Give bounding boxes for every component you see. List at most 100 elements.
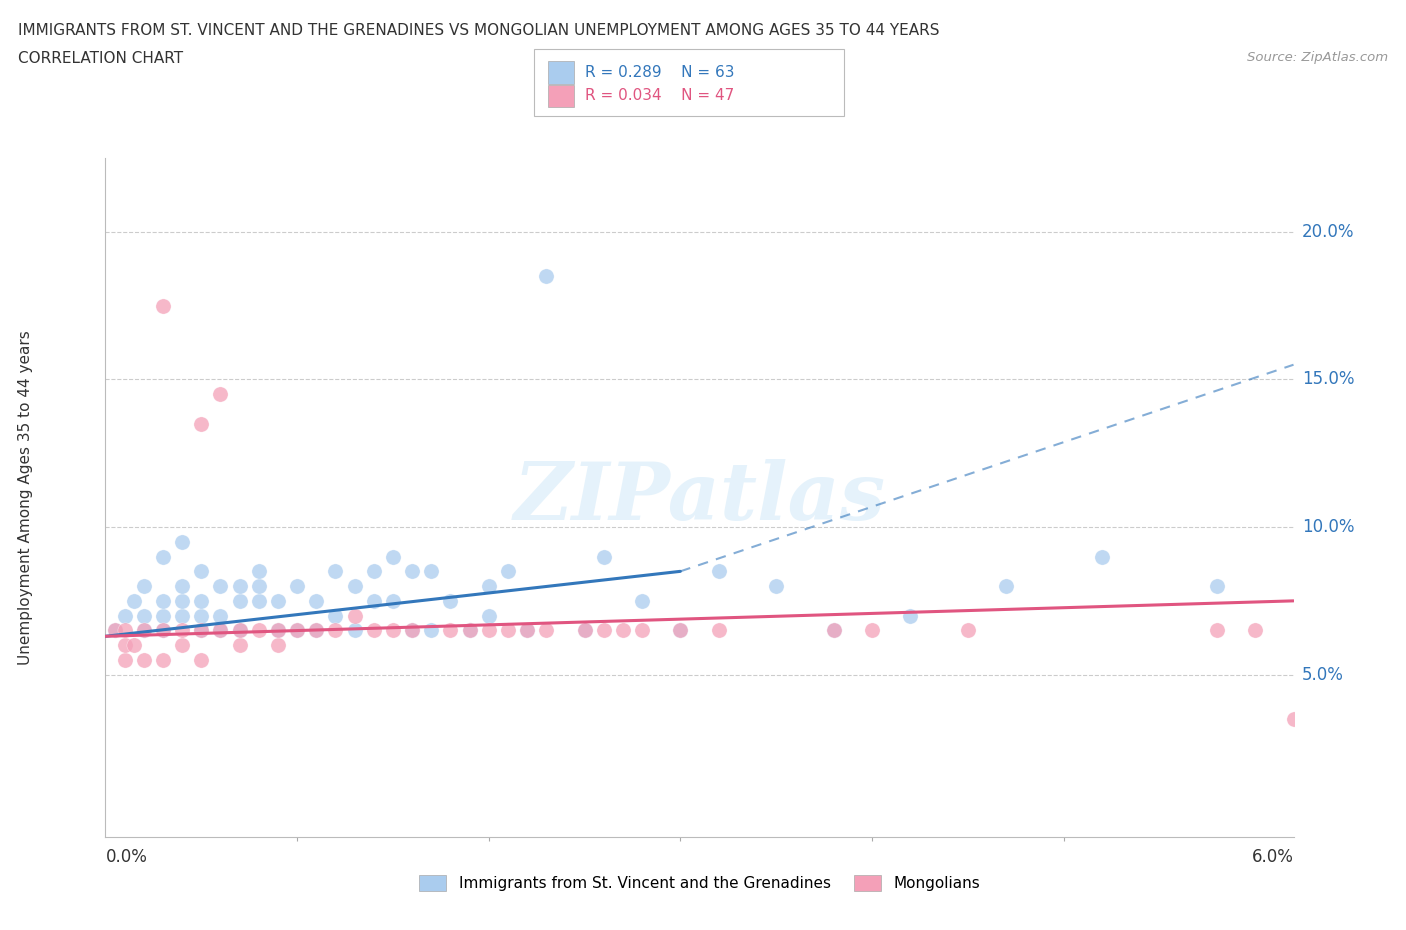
Point bbox=[458, 623, 481, 638]
Point bbox=[267, 638, 290, 653]
Point bbox=[823, 623, 845, 638]
Text: Source: ZipAtlas.com: Source: ZipAtlas.com bbox=[1247, 51, 1388, 64]
Point bbox=[122, 593, 145, 608]
Point bbox=[325, 623, 347, 638]
Point bbox=[478, 623, 501, 638]
Point bbox=[534, 623, 557, 638]
Text: Unemployment Among Ages 35 to 44 years: Unemployment Among Ages 35 to 44 years bbox=[18, 330, 32, 665]
Text: 6.0%: 6.0% bbox=[1251, 848, 1294, 866]
Text: 15.0%: 15.0% bbox=[1302, 370, 1354, 389]
Point bbox=[104, 623, 127, 638]
Point bbox=[1282, 711, 1305, 726]
Point bbox=[631, 623, 654, 638]
Point bbox=[995, 578, 1018, 593]
Point bbox=[285, 578, 308, 593]
Text: R = 0.289    N = 63: R = 0.289 N = 63 bbox=[585, 65, 734, 80]
Point bbox=[458, 623, 481, 638]
Point bbox=[669, 623, 692, 638]
Point bbox=[152, 608, 174, 623]
Point bbox=[898, 608, 921, 623]
Point bbox=[152, 653, 174, 668]
Legend: Immigrants from St. Vincent and the Grenadines, Mongolians: Immigrants from St. Vincent and the Gren… bbox=[413, 869, 986, 897]
Text: 20.0%: 20.0% bbox=[1302, 223, 1354, 241]
Point bbox=[132, 623, 155, 638]
Point bbox=[478, 608, 501, 623]
Point bbox=[305, 623, 328, 638]
Point bbox=[122, 638, 145, 653]
Point bbox=[209, 608, 232, 623]
Point bbox=[285, 623, 308, 638]
Text: 5.0%: 5.0% bbox=[1302, 666, 1344, 684]
Point bbox=[363, 593, 385, 608]
Point bbox=[631, 593, 654, 608]
Point bbox=[228, 623, 250, 638]
Point bbox=[152, 623, 174, 638]
Point bbox=[478, 578, 501, 593]
Point bbox=[439, 593, 461, 608]
Point bbox=[401, 623, 423, 638]
Point bbox=[152, 299, 174, 313]
Point bbox=[247, 593, 270, 608]
Point bbox=[172, 623, 194, 638]
Point bbox=[401, 623, 423, 638]
Text: R = 0.034    N = 47: R = 0.034 N = 47 bbox=[585, 88, 734, 103]
Point bbox=[209, 623, 232, 638]
Point bbox=[228, 638, 250, 653]
Point bbox=[343, 578, 366, 593]
Point bbox=[172, 535, 194, 550]
Text: CORRELATION CHART: CORRELATION CHART bbox=[18, 51, 183, 66]
Point bbox=[152, 623, 174, 638]
Point bbox=[190, 593, 212, 608]
Point bbox=[114, 623, 136, 638]
Point bbox=[132, 578, 155, 593]
Point bbox=[381, 623, 404, 638]
Point bbox=[104, 623, 127, 638]
Point bbox=[114, 638, 136, 653]
Point bbox=[1205, 578, 1227, 593]
Point bbox=[209, 387, 232, 402]
Point bbox=[496, 623, 519, 638]
Point bbox=[363, 564, 385, 578]
Point bbox=[285, 623, 308, 638]
Point bbox=[707, 564, 730, 578]
Point bbox=[267, 593, 290, 608]
Point bbox=[172, 608, 194, 623]
Point bbox=[669, 623, 692, 638]
Point bbox=[247, 564, 270, 578]
Point bbox=[247, 578, 270, 593]
Point bbox=[574, 623, 596, 638]
Point bbox=[574, 623, 596, 638]
Text: ZIPatlas: ZIPatlas bbox=[513, 458, 886, 537]
Point bbox=[190, 608, 212, 623]
Point bbox=[172, 593, 194, 608]
Point bbox=[439, 623, 461, 638]
Point bbox=[401, 564, 423, 578]
Point bbox=[152, 549, 174, 564]
Point bbox=[1205, 623, 1227, 638]
Text: IMMIGRANTS FROM ST. VINCENT AND THE GRENADINES VS MONGOLIAN UNEMPLOYMENT AMONG A: IMMIGRANTS FROM ST. VINCENT AND THE GREN… bbox=[18, 23, 939, 38]
Point bbox=[1091, 549, 1114, 564]
Point bbox=[343, 623, 366, 638]
Point bbox=[420, 623, 443, 638]
Point bbox=[496, 564, 519, 578]
Point bbox=[956, 623, 979, 638]
Point bbox=[381, 549, 404, 564]
Point bbox=[363, 623, 385, 638]
Point bbox=[247, 623, 270, 638]
Point bbox=[592, 623, 614, 638]
Point bbox=[516, 623, 538, 638]
Point bbox=[132, 608, 155, 623]
Text: 0.0%: 0.0% bbox=[105, 848, 148, 866]
Point bbox=[860, 623, 883, 638]
Point bbox=[1244, 623, 1267, 638]
Point bbox=[132, 653, 155, 668]
Point bbox=[228, 578, 250, 593]
Point bbox=[228, 623, 250, 638]
Point bbox=[592, 549, 614, 564]
Point bbox=[305, 623, 328, 638]
Point bbox=[172, 578, 194, 593]
Point bbox=[707, 623, 730, 638]
Point bbox=[534, 269, 557, 284]
Point bbox=[209, 578, 232, 593]
Point bbox=[420, 564, 443, 578]
